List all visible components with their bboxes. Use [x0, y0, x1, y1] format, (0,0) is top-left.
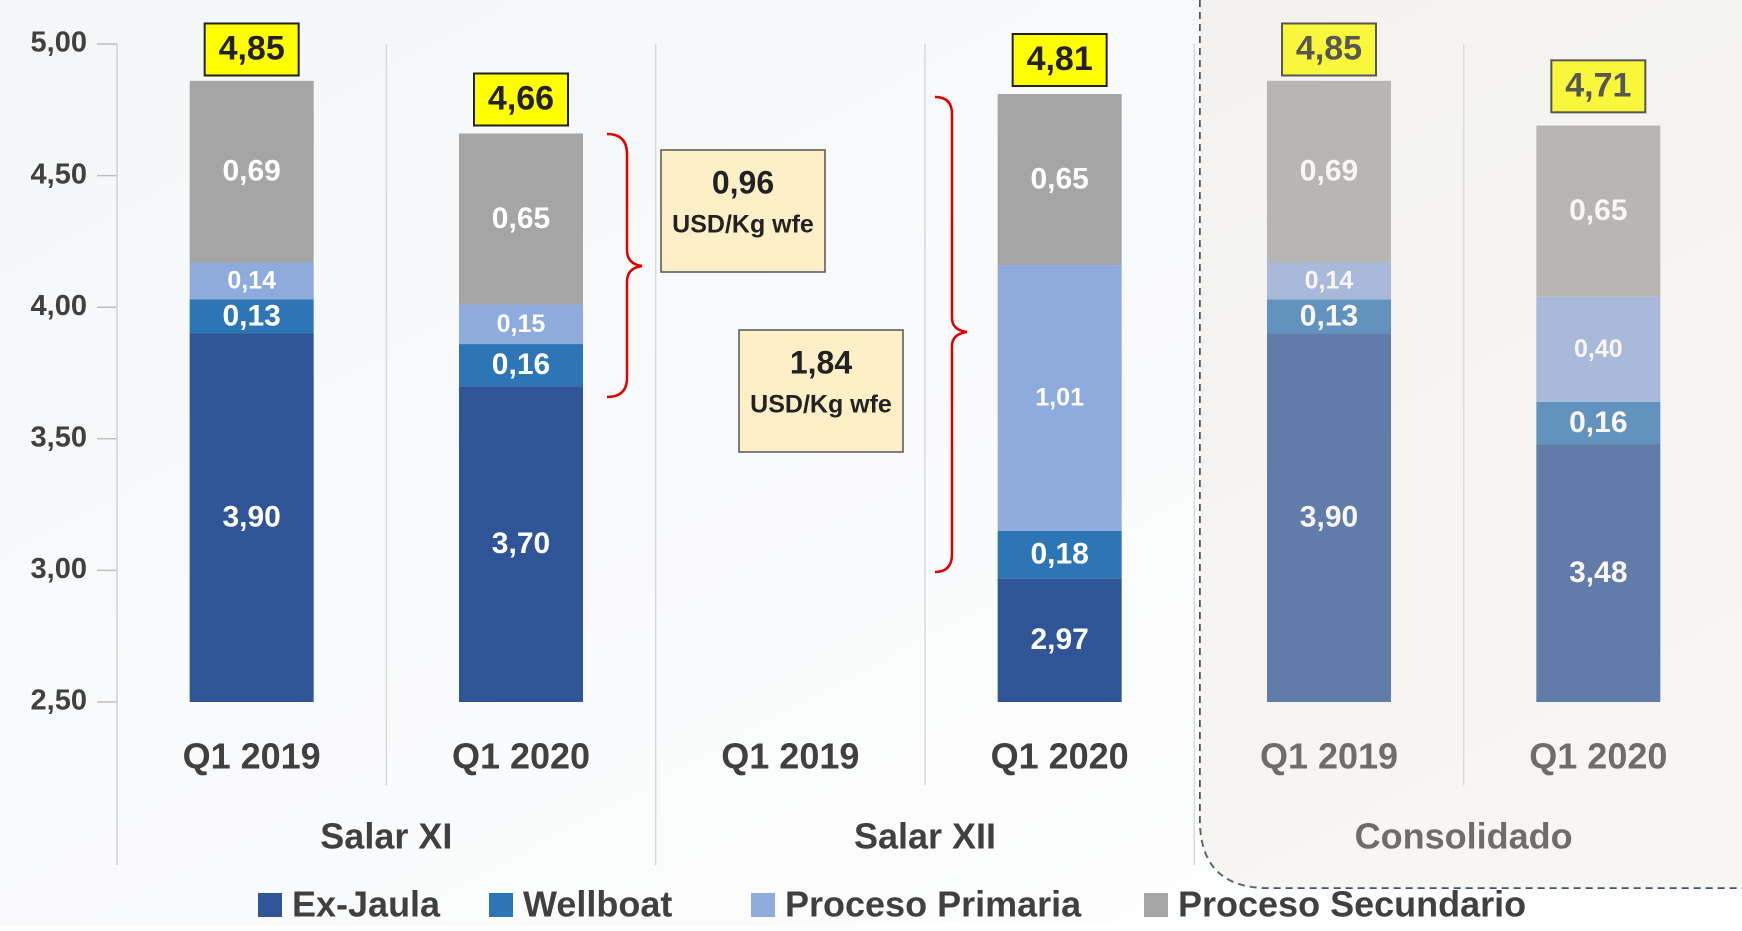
legend-label: Proceso Primaria	[785, 884, 1082, 925]
legend-label: Wellboat	[523, 884, 672, 925]
data-label: 2,97	[1030, 623, 1088, 656]
data-label: 3,48	[1569, 556, 1627, 589]
bar-segment	[997, 578, 1122, 702]
bar-segment	[189, 299, 314, 334]
x-tick-label: Q1 2019	[183, 736, 321, 777]
bar-segment	[1536, 401, 1661, 445]
region-overlay	[1200, 0, 1742, 888]
data-label: 0,15	[497, 310, 546, 338]
y-tick-label: 4,00	[31, 290, 87, 322]
x-tick-label: Q1 2020	[991, 736, 1129, 777]
data-label: 0,14	[227, 266, 276, 294]
group-label: Consolidado	[1355, 816, 1573, 857]
data-label: 0,16	[492, 348, 550, 381]
annotation-value: 1,84	[790, 344, 852, 380]
bar-segment	[1267, 333, 1391, 702]
data-label: 0,18	[1030, 538, 1088, 571]
y-tick-label: 3,50	[31, 421, 87, 453]
bar-segment	[997, 265, 1122, 531]
bar-segment	[1536, 444, 1661, 702]
legend-swatch	[751, 893, 775, 917]
legend-swatch	[258, 893, 282, 917]
data-label: 0,16	[1569, 406, 1627, 439]
x-tick-label: Q1 2019	[1260, 736, 1398, 777]
data-label: 3,90	[222, 501, 280, 534]
brace	[606, 132, 643, 399]
bar-segment	[189, 262, 314, 300]
total-box	[203, 22, 300, 77]
data-label: 0,13	[1300, 299, 1358, 332]
total-box	[1011, 33, 1108, 88]
x-tick-label: Q1 2020	[452, 736, 590, 777]
total-label: 4,85	[219, 29, 285, 67]
bar-segment	[459, 304, 583, 345]
data-label: 0,13	[222, 299, 280, 332]
total-box	[1281, 22, 1377, 77]
total-label: 4,85	[1296, 29, 1362, 67]
x-tick-label: Q1 2019	[721, 736, 859, 777]
data-label: 3,90	[1300, 501, 1358, 534]
bar-segment	[459, 344, 583, 387]
y-tick-label: 3,00	[31, 553, 87, 585]
bar-segment	[1267, 262, 1391, 300]
bar-segment	[189, 333, 314, 702]
bar-segment	[189, 80, 314, 263]
legend-swatch	[1144, 893, 1168, 917]
data-label: 1,01	[1035, 384, 1084, 412]
brace	[934, 95, 968, 574]
data-label: 0,65	[1030, 162, 1088, 195]
total-box	[473, 72, 569, 127]
bar-segment	[459, 386, 583, 702]
y-tick-label: 4,50	[31, 158, 87, 190]
total-label: 4,81	[1027, 40, 1093, 78]
annotation-box	[738, 329, 904, 453]
bar-segment	[1267, 299, 1391, 334]
legend-label: Proceso Secundario	[1178, 884, 1526, 925]
total-box	[1550, 59, 1647, 114]
data-label: 0,40	[1574, 335, 1623, 363]
data-label: 0,14	[1305, 266, 1354, 294]
y-tick-label: 2,50	[31, 685, 87, 717]
annotation-value: 0,96	[712, 164, 774, 200]
group-label: Salar XII	[854, 816, 996, 857]
annotation-unit: USD/Kg wfe	[672, 211, 814, 239]
plot: 2,50 3,00 3,50 4,00 4,50 5,00 Q1 2019 3,90 0,13 0…	[31, 22, 1667, 925]
legend-label: Ex-Jaula	[292, 884, 441, 925]
x-tick-label: Q1 2020	[1529, 736, 1667, 777]
bar-segment	[997, 94, 1122, 266]
y-tick-label: 5,00	[31, 27, 87, 59]
data-label: 0,65	[492, 202, 550, 235]
total-label: 4,66	[488, 79, 554, 117]
group-label: Salar XI	[320, 816, 452, 857]
bar-segment	[1267, 80, 1391, 263]
annotation-unit: USD/Kg wfe	[750, 391, 892, 419]
data-label: 3,70	[492, 527, 550, 560]
bar-segment	[1536, 125, 1661, 297]
data-label: 0,69	[222, 155, 280, 188]
bar-segment	[459, 133, 583, 305]
bar-segment	[997, 530, 1122, 579]
total-label: 4,71	[1565, 66, 1631, 104]
annotation-box	[660, 149, 826, 273]
data-label: 0,65	[1569, 194, 1627, 227]
legend-swatch	[489, 893, 513, 917]
bar-segment	[1536, 296, 1661, 402]
data-label: 0,69	[1300, 155, 1358, 188]
